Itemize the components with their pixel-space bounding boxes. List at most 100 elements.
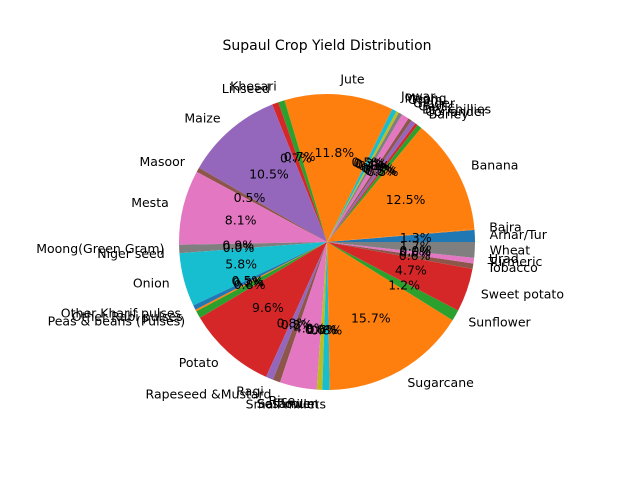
chart-title: Supaul Crop Yield Distribution (222, 38, 431, 54)
slice-percentage: 0.8% (277, 315, 309, 330)
slice-percentage: 8.1% (225, 213, 257, 228)
slice-percentage: 0.4% (361, 160, 393, 175)
slice-percentage: 0.6% (399, 248, 431, 263)
slice-percentage: 0.5% (232, 273, 264, 288)
slice-ragi (266, 242, 327, 380)
slice-percentages: 1.3%12.5%0.5%0.3%0.5%0.4%0.8%0.4%0.3%0.5… (222, 145, 431, 337)
slice-khesari (278, 100, 327, 242)
slice-label: Banana (471, 158, 518, 173)
slice-percentage: 1.3% (400, 230, 432, 245)
slice-percentage: 4.0% (294, 321, 326, 336)
slice-percentage: 1.7% (400, 238, 432, 253)
slice-label: Onion (133, 275, 170, 290)
slice-coriander (327, 123, 418, 242)
slice-percentage: 0.0% (399, 243, 431, 258)
slice-label: Mesta (131, 195, 169, 210)
slice-label: Potato (179, 355, 219, 370)
slice-label: Bajra (489, 220, 522, 235)
slice-label: Rice (269, 393, 296, 408)
slice-label: Dry chillies (422, 101, 491, 116)
slice-label: Sweet potato (481, 287, 564, 302)
slice-rapeseed-mustard (272, 242, 327, 383)
slice-percentage: 0.5% (367, 164, 399, 179)
slice-tobacco (327, 242, 474, 270)
pie-slices (179, 94, 475, 390)
slice-mesta (179, 171, 327, 245)
slice-label: Wheat (490, 242, 531, 257)
slice-percentage: 0.6% (307, 322, 339, 337)
slice-label: Arhar/Tur (490, 227, 548, 242)
slice-jowar (327, 109, 397, 242)
slice-maize (198, 104, 327, 242)
slice-percentage: 0.5% (351, 154, 383, 169)
slice-percentage: 0.8% (311, 322, 343, 337)
slice-label: Moong (405, 90, 447, 105)
slice-label: Sugarcane (407, 375, 474, 390)
slice-label: Coriander (425, 104, 487, 119)
slice-peas-beans-pulses (196, 242, 327, 318)
slice-label: Ragi (236, 384, 263, 399)
slice-label: Barley (429, 106, 470, 121)
slice-garlic (327, 118, 412, 242)
slice-percentage: 0.4% (355, 156, 387, 171)
slice-percentage: 0.0% (305, 322, 337, 337)
slice-label: Gram (408, 92, 443, 107)
slice-wheat (327, 242, 475, 258)
slice-percentage: 5.8% (225, 256, 257, 271)
slice-percentage: 0.5% (234, 190, 266, 205)
slice-sweet-potato (327, 242, 473, 311)
slice-label: Urad (489, 251, 519, 266)
slice-percentage: 15.7% (351, 311, 391, 326)
slice-percentage: 0.0% (223, 240, 255, 255)
slice-label: Khesari (230, 79, 277, 94)
slice-label: Linseed (222, 81, 270, 96)
slice-percentage: 0.5% (363, 161, 395, 176)
slice-percentage: 10.5% (249, 166, 289, 181)
slice-label: Masoor (140, 154, 186, 169)
slice-label: Tobacco (487, 260, 538, 275)
slice-jute (284, 94, 393, 242)
slice-percentage: 0.8% (234, 277, 266, 292)
slice-percentage: 0.6% (399, 245, 431, 260)
slice-percentage: 12.5% (386, 192, 426, 207)
slice-percentage: 1.2% (388, 278, 420, 293)
slice-label: Other Kharif pulses (61, 306, 181, 321)
slice-label: Maize (184, 110, 220, 125)
slice-percentage: 0.8% (281, 317, 313, 332)
slice-label: Ginger (413, 95, 456, 110)
slice-moong-green-gram (179, 242, 327, 254)
slice-label: Jowar (400, 88, 436, 103)
slice-percentage: 0.7% (284, 149, 316, 164)
slice-masoor (196, 167, 327, 242)
slice-percentage: 0.8% (358, 158, 390, 173)
slice-ginger (327, 114, 409, 242)
slice-bajra (327, 228, 475, 242)
slice-sesamum (316, 242, 327, 390)
slice-label: Peas & beans (Pulses) (48, 313, 186, 328)
slice-label: Small millets (246, 396, 326, 411)
slice-percentage: 4.7% (395, 262, 427, 277)
slice-percentage: 0.2% (232, 275, 264, 290)
slice-sugarcane (327, 242, 453, 390)
slice-small-millets (322, 242, 330, 390)
slice-percentage: 0.3% (353, 155, 385, 170)
slice-label: Other Rabi pulses (72, 309, 183, 324)
slice-banana (327, 127, 475, 242)
slice-label: Jute (339, 71, 365, 86)
slice-onion (179, 242, 327, 306)
slice-percentage: 9.6% (252, 300, 284, 315)
slice-other-rabi-pulses (195, 242, 327, 312)
slice-gram (327, 112, 403, 242)
slice-linseed (272, 102, 327, 242)
slice-label: Moong(Green Gram) (36, 241, 164, 256)
slice-potato (199, 242, 327, 377)
slice-sunflower (327, 242, 459, 321)
slice-label: Garlic (418, 99, 454, 114)
slice-label: Turmeric (487, 254, 542, 269)
slice-label: Niger seed (97, 246, 164, 261)
slice-percentage: 0.9% (222, 238, 254, 253)
slice-label: Sunflower (468, 314, 531, 329)
slice-other-kharif-pulses (193, 242, 327, 310)
